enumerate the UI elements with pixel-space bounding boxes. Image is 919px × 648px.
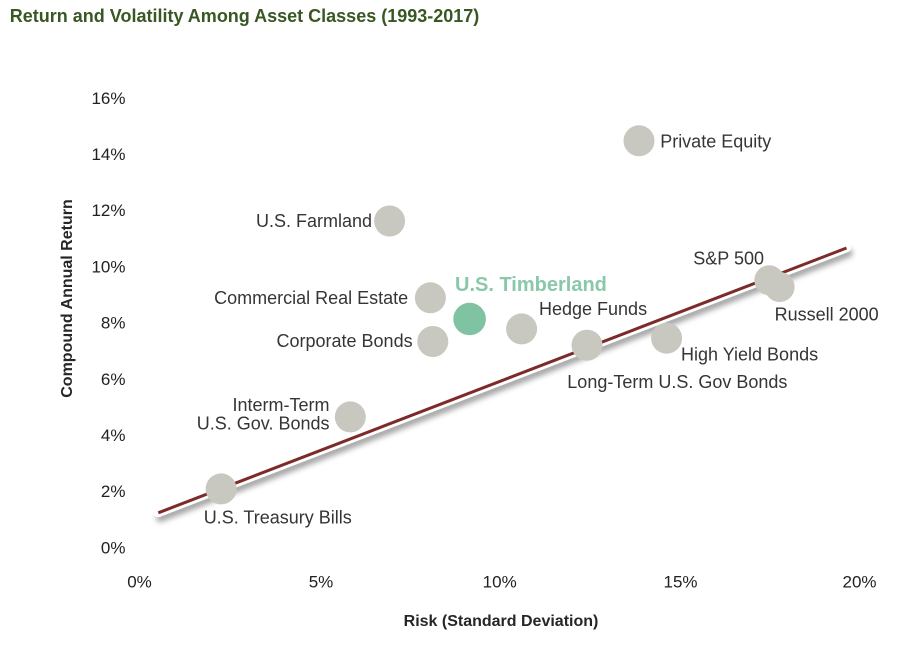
svg-text:Return and Volatility Among As: Return and Volatility Among Asset Classe… [10,6,480,26]
svg-text:0%: 0% [127,573,152,592]
svg-text:5%: 5% [309,573,334,592]
svg-text:16%: 16% [91,89,125,108]
svg-text:20%: 20% [842,573,876,592]
svg-text:Interm-Term: Interm-Term [232,395,329,415]
svg-text:4%: 4% [101,426,126,445]
svg-text:U.S. Treasury Bills: U.S. Treasury Bills [204,508,352,528]
svg-text:S&P 500: S&P 500 [693,249,764,269]
svg-text:8%: 8% [101,314,126,333]
svg-text:U.S. Farmland: U.S. Farmland [256,211,372,231]
svg-text:Long-Term U.S. Gov Bonds: Long-Term U.S. Gov Bonds [567,372,787,392]
svg-text:Risk (Standard Deviation): Risk (Standard Deviation) [404,613,599,630]
svg-text:Russell 2000: Russell 2000 [775,305,879,325]
svg-text:10%: 10% [91,257,125,276]
svg-text:U.S. Timberland: U.S. Timberland [455,274,607,296]
svg-text:Commercial Real Estate: Commercial Real Estate [214,288,408,308]
svg-text:14%: 14% [91,145,125,164]
svg-text:10%: 10% [483,573,517,592]
svg-text:U.S. Gov. Bonds: U.S. Gov. Bonds [197,413,330,433]
svg-text:2%: 2% [101,482,126,501]
svg-text:Private Equity: Private Equity [660,131,771,151]
svg-text:High Yield Bonds: High Yield Bonds [681,345,818,365]
svg-text:15%: 15% [663,573,697,592]
svg-text:6%: 6% [101,370,126,389]
svg-text:12%: 12% [91,201,125,220]
svg-text:0%: 0% [101,538,126,557]
svg-text:Compound Annual Return: Compound Annual Return [59,199,76,398]
svg-text:Corporate Bonds: Corporate Bonds [277,331,413,351]
svg-text:Hedge Funds: Hedge Funds [539,299,647,319]
